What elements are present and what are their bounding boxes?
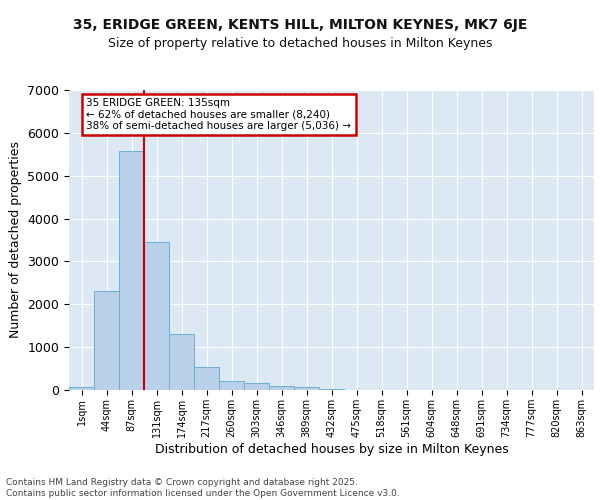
Text: 35 ERIDGE GREEN: 135sqm
← 62% of detached houses are smaller (8,240)
38% of semi: 35 ERIDGE GREEN: 135sqm ← 62% of detache… <box>86 98 352 131</box>
Bar <box>269 386 294 390</box>
Bar <box>94 292 119 390</box>
Text: Contains HM Land Registry data © Crown copyright and database right 2025.
Contai: Contains HM Land Registry data © Crown c… <box>6 478 400 498</box>
Bar <box>319 388 344 390</box>
Bar <box>144 242 169 390</box>
Bar <box>119 151 144 390</box>
Bar <box>294 387 319 390</box>
Y-axis label: Number of detached properties: Number of detached properties <box>9 142 22 338</box>
Text: Size of property relative to detached houses in Milton Keynes: Size of property relative to detached ho… <box>108 38 492 51</box>
X-axis label: Distribution of detached houses by size in Milton Keynes: Distribution of detached houses by size … <box>155 442 508 456</box>
Bar <box>169 334 194 390</box>
Bar <box>244 382 269 390</box>
Bar <box>194 368 219 390</box>
Bar <box>69 388 94 390</box>
Bar <box>219 381 244 390</box>
Text: 35, ERIDGE GREEN, KENTS HILL, MILTON KEYNES, MK7 6JE: 35, ERIDGE GREEN, KENTS HILL, MILTON KEY… <box>73 18 527 32</box>
